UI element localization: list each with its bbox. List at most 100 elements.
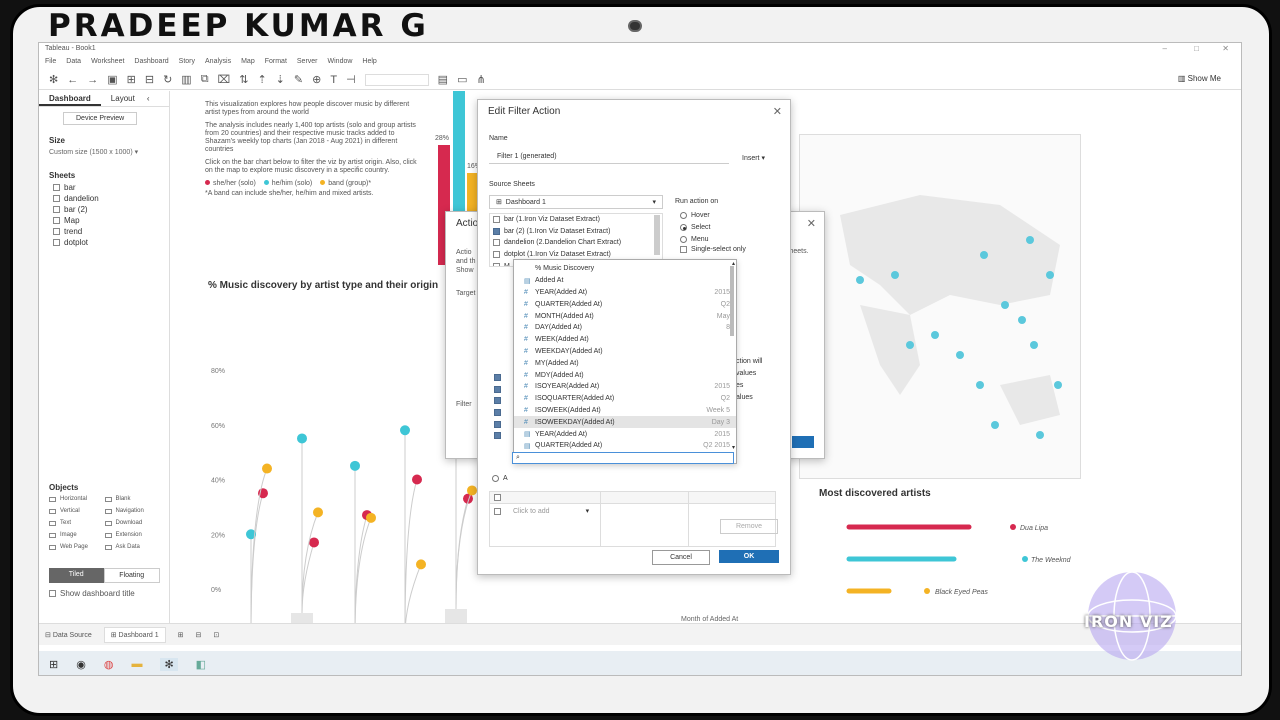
field-option[interactable]: # ISOWEEKDAY(Added At) Day 3 [514,416,736,429]
artist-dot[interactable] [924,588,930,594]
menu-item[interactable]: Format [264,58,287,65]
target-sheet-item[interactable] [494,397,504,409]
presentation-icon[interactable]: ▭ [457,74,468,86]
data-point-she-her[interactable] [309,537,319,548]
object-item[interactable]: Extension [104,532,161,538]
menu-item[interactable]: Help [362,58,377,65]
field-option[interactable]: % Music Discovery [514,263,736,275]
target-sheet-checkbox[interactable] [494,397,501,405]
menu-item[interactable]: Analysis [205,58,232,65]
map-point[interactable] [1036,431,1044,439]
map-point[interactable] [1026,236,1034,244]
chrome-icon[interactable]: ◍ [103,658,114,671]
name-input[interactable]: Filter 1 (generated) [489,150,729,164]
artist-dot[interactable] [1022,556,1028,562]
run-option[interactable]: Select [680,222,710,234]
object-item[interactable]: Image [49,532,105,538]
object-item[interactable]: Vertical [49,508,105,514]
data-point-he-him[interactable] [350,460,360,471]
legend-item-she[interactable]: she/her (solo) [205,180,256,187]
data-point-he-him[interactable] [246,529,256,540]
actions-ok-button[interactable] [792,436,814,448]
refresh-icon[interactable]: ↻ [163,74,173,86]
menu-item[interactable]: Dashboard [134,58,169,65]
target-sheet-checkbox[interactable] [494,409,501,417]
fix-axes-icon[interactable]: ⊣ [346,74,356,86]
remove-button[interactable]: Remove [720,519,778,534]
obs-icon[interactable]: ◉ [76,658,86,671]
edit-filter-close-icon[interactable]: ✕ [772,106,782,118]
maximize-icon[interactable]: □ [1194,44,1199,53]
legend-item-band[interactable]: band (group)* [320,180,371,187]
size-dropdown[interactable]: Custom size (1500 x 1000) ▾ [39,147,169,157]
field-option[interactable]: # ISOQUARTER(Added At) Q2 [514,393,736,405]
mapping-header-checkbox[interactable] [494,494,501,501]
source-sheet-item[interactable]: bar (2) (1.Iron Viz Dataset Extract) [490,226,662,238]
source-sheet-checkbox[interactable] [493,227,500,235]
source-sheet-checkbox[interactable] [493,239,500,247]
field-option[interactable]: # ISOWEEK(Added At) Week 5 [514,405,736,417]
map-point[interactable] [1046,271,1054,279]
filter-radio[interactable] [492,475,499,482]
map-point[interactable] [976,381,984,389]
duplicate-icon[interactable]: ⧉ [200,73,209,85]
field-option[interactable]: # QUARTER(Added At) Q2 [514,298,736,310]
menu-item[interactable]: Data [66,58,82,65]
file-explorer-icon[interactable]: ▬ [131,658,143,670]
tableau-app-icon[interactable]: ✻ [160,657,178,671]
target-sheet-item[interactable] [494,420,504,433]
save-icon[interactable]: ▣ [107,74,118,86]
map-point[interactable] [856,276,864,284]
run-option[interactable]: Menu [680,233,710,245]
target-sheet-item[interactable] [494,374,504,386]
fit-dropdown[interactable] [364,73,429,86]
object-item[interactable]: Horizontal [49,496,105,502]
field-option[interactable]: # YEAR(Added At) 2015 [514,287,736,299]
target-sheet-checkbox[interactable] [494,432,501,440]
new-datasource-icon[interactable]: ⊞ [126,74,136,86]
artist-dot[interactable] [1010,524,1016,530]
map-point[interactable] [1054,381,1062,389]
new-sheet-icon[interactable]: ⊞ [177,631,184,639]
tab-layout[interactable]: Layout [110,94,135,103]
menu-item[interactable]: File [45,58,57,65]
data-point-band[interactable] [262,463,272,474]
highlight-icon[interactable]: ✎ [293,74,304,86]
click-to-add[interactable]: Click to add [513,507,550,515]
data-point-she-her[interactable] [463,493,473,504]
sheet-item[interactable]: dotplot [39,237,169,248]
field-option[interactable]: # MONTH(Added At) May [514,310,736,322]
field-search-input[interactable]: ⌕ [512,452,734,464]
clear-icon[interactable]: ⌧ [217,74,231,86]
menu-item[interactable]: Window [327,58,353,65]
sheet-item[interactable]: dandelion [39,193,169,204]
target-sheet-item[interactable] [494,385,504,398]
filter-option-radio[interactable]: A [492,475,508,482]
group-icon[interactable]: ⊕ [312,74,322,86]
dashboard-tab[interactable]: ⊞ Dashboard 1 [103,626,166,643]
map-point[interactable] [931,331,939,339]
field-option[interactable]: ▤ Added At [514,275,736,287]
single-select-checkbox[interactable] [680,246,687,253]
field-option[interactable]: # ISOYEAR(Added At) 2015 [514,381,736,393]
target-sheet-checkbox[interactable] [494,374,501,381]
app-icon[interactable]: ◧ [195,658,207,671]
source-sheet-item[interactable]: bar (1.Iron Viz Dataset Extract) [490,214,662,226]
map-point[interactable] [991,421,999,429]
target-sheet-item[interactable] [494,432,504,444]
data-point-he-him[interactable] [297,433,307,444]
menu-item[interactable]: Server [296,58,318,65]
source-sheet-checkbox[interactable] [493,216,500,224]
label-icon[interactable]: T [330,73,338,86]
sort-asc-icon[interactable]: ⇡ [257,74,267,86]
scroll-up-icon[interactable]: ▴ [731,261,735,267]
target-sheet-checkbox[interactable] [494,420,501,428]
data-point-she-her[interactable] [412,474,422,485]
map-point[interactable] [891,271,899,279]
object-item[interactable]: Web Page [49,544,105,550]
new-story-icon[interactable]: ⊡ [213,631,220,639]
collapse-icon[interactable]: ‹ [146,94,150,103]
run-option-radio[interactable] [680,212,687,220]
pause-icon[interactable]: ⊟ [144,74,155,86]
share-icon[interactable]: ⋔ [476,74,486,86]
